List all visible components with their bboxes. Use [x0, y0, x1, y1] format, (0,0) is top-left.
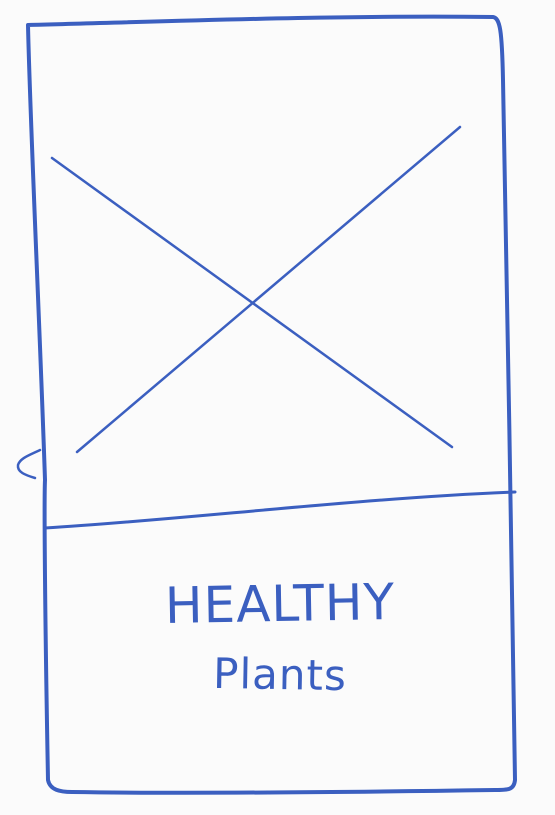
- card-divider: [43, 490, 517, 530]
- card-frame: [26, 14, 517, 795]
- image-placeholder-line-2: [75, 125, 462, 454]
- card-subtitle: Plants: [212, 648, 348, 701]
- card-title: HEALTHY: [164, 572, 396, 636]
- sketch-hook-mark: [16, 448, 42, 480]
